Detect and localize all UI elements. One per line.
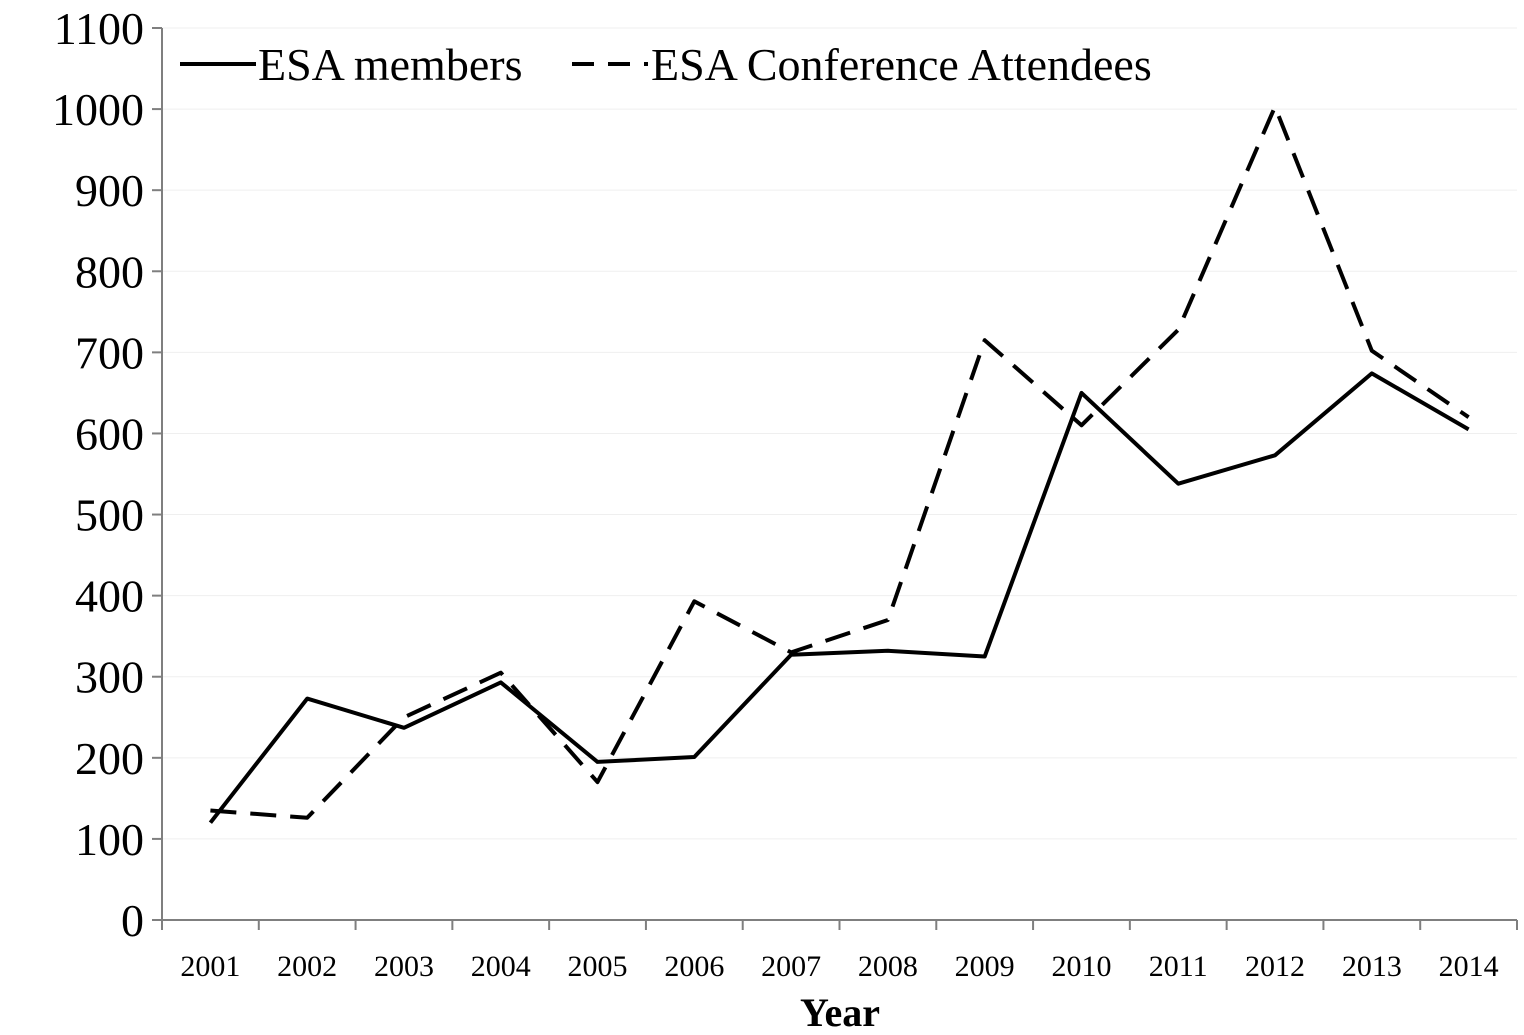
series-lines: [208, 104, 1470, 824]
y-tick-label: 500: [75, 490, 144, 541]
y-tick-label: 300: [75, 652, 144, 703]
x-tick-label: 2014: [1439, 950, 1499, 983]
data-point-esa-conference-attendees: [1275, 106, 1276, 107]
x-tick-label: 2009: [955, 950, 1015, 983]
y-tick-label: 900: [75, 165, 144, 216]
y-tick-label: 800: [75, 246, 144, 297]
x-tick-label: 2008: [858, 950, 918, 983]
x-tick-label: 2004: [471, 950, 531, 983]
x-tick-label: 2006: [664, 950, 724, 983]
x-tick-label: 2011: [1149, 950, 1208, 983]
y-tick-label: 100: [75, 814, 144, 865]
legend-label-esa-conference-attendees: ESA Conference Attendees: [651, 39, 1152, 90]
x-tick-label: 2007: [761, 950, 821, 983]
x-tick-label: 2013: [1342, 950, 1402, 983]
x-tick-label: 2002: [277, 950, 337, 983]
series-line-esa-conference-attendees: [210, 104, 1470, 820]
x-axis-title: Year: [800, 990, 880, 1035]
data-point-esa-conference-attendees: [1178, 329, 1179, 330]
y-tick-label: 700: [75, 327, 144, 378]
x-tick-label: 2003: [374, 950, 434, 983]
y-tick-label: 400: [75, 571, 144, 622]
y-tick-label: 200: [75, 733, 144, 784]
y-tick-label: 1000: [52, 84, 144, 135]
x-axis-ticks: 2001 2002 2003 2004 2005 2006 2007 2008 2009 2010…: [161, 920, 1518, 983]
y-tick-label: 0: [121, 895, 144, 946]
legend-label-esa-members: ESA members: [258, 39, 522, 90]
y-tick-label: 1100: [54, 3, 144, 54]
series-line-esa-members: [208, 371, 1470, 824]
x-tick-label: 2001: [180, 950, 240, 983]
axes: [161, 28, 1517, 921]
data-point-esa-conference-attendees: [404, 717, 405, 718]
gridlines: [162, 27, 1517, 840]
legend: ESA members ESA Conference Attendees: [180, 39, 1152, 90]
x-tick-label: 2012: [1245, 950, 1305, 983]
y-axis-ticks: 0 100 200 300 400 500 600 700 800 900 1000 1100: [52, 3, 162, 946]
x-tick-label: 2005: [568, 950, 628, 983]
x-tick-label: 2010: [1051, 950, 1111, 983]
y-tick-label: 600: [75, 408, 144, 459]
